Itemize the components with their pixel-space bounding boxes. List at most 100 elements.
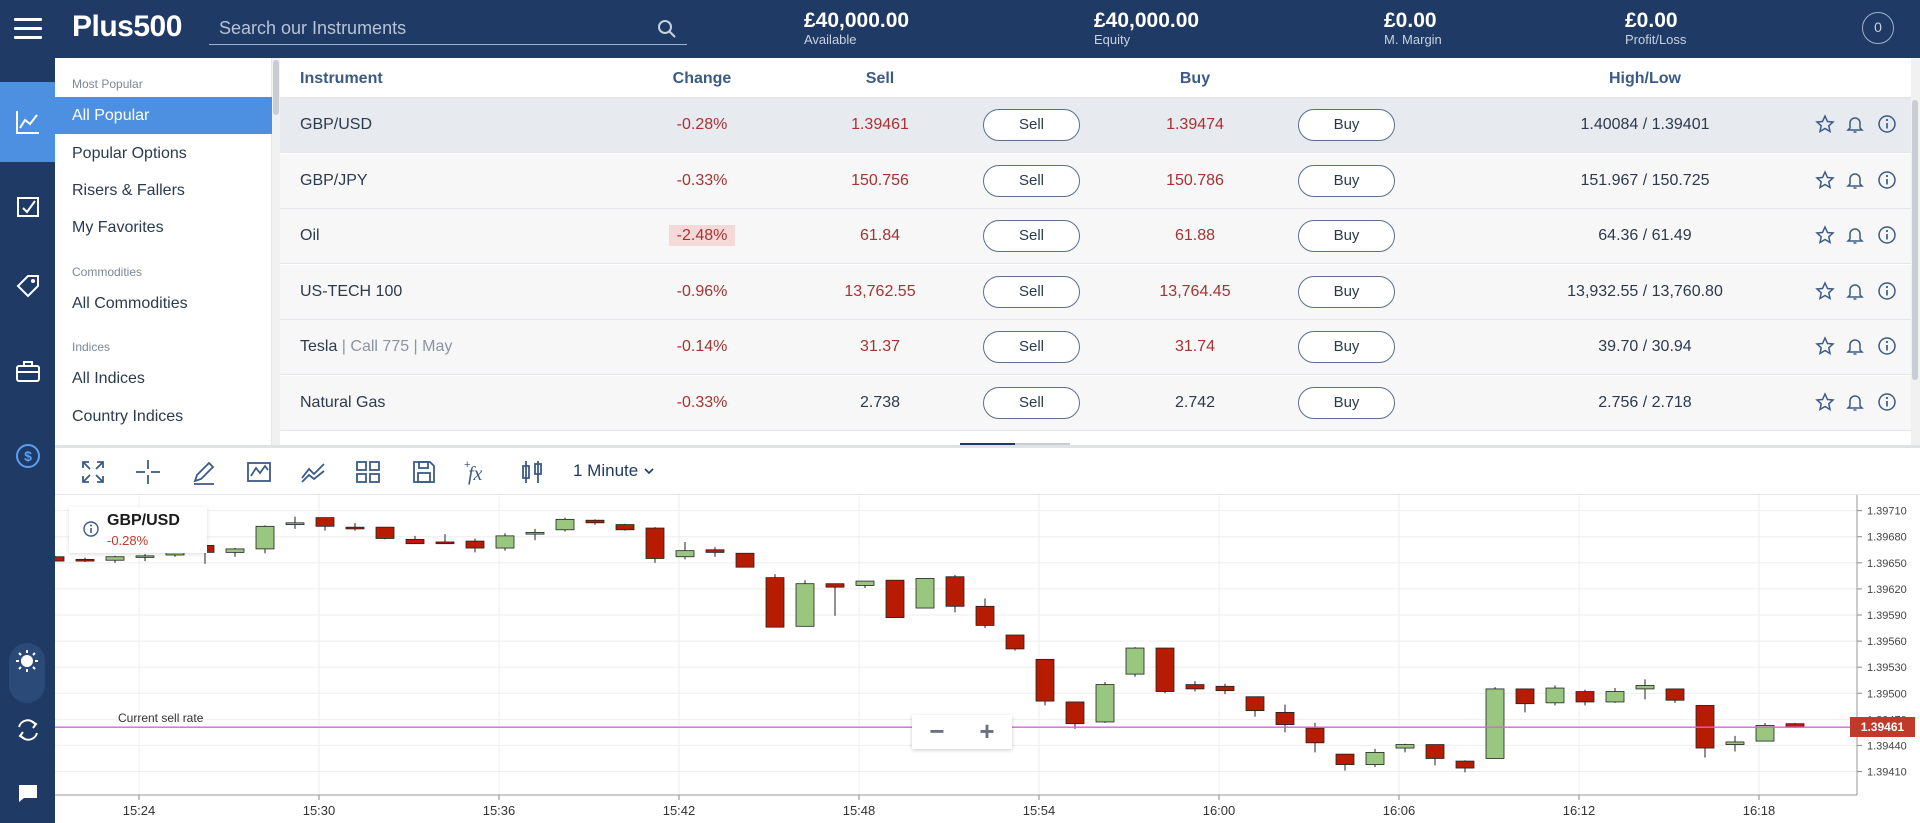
notifications-badge[interactable]: 0 [1862, 12, 1894, 44]
zoom-out-button[interactable]: − [929, 716, 945, 747]
category-risers-fallers[interactable]: Risers & Fallers [72, 182, 185, 199]
rail-orders-button[interactable] [0, 246, 55, 326]
chart-line-icon [15, 111, 39, 134]
col-sell[interactable]: Sell [865, 70, 895, 87]
buy-button[interactable]: Buy [1298, 164, 1395, 197]
search-icon[interactable] [657, 19, 677, 39]
table-row[interactable]: GBP/JPY -0.33% 150.756 Sell 150.786 Buy 151.96… [280, 153, 1920, 209]
favorite-star-icon[interactable] [1815, 114, 1835, 134]
theme-toggle[interactable] [9, 643, 45, 703]
buy-button[interactable]: Buy [1298, 275, 1395, 308]
alert-bell-icon[interactable] [1845, 336, 1865, 356]
panel-divider[interactable] [55, 445, 1920, 448]
available-value: £40,000.00 [804, 9, 910, 32]
rail-portfolio-button[interactable] [0, 331, 55, 411]
horizontal-scroll-track[interactable] [1015, 443, 1070, 446]
sell-button[interactable]: Sell [983, 109, 1080, 141]
favorite-star-icon[interactable] [1815, 336, 1835, 356]
alert-bell-icon[interactable] [1845, 170, 1865, 190]
zoom-in-button[interactable]: + [979, 716, 995, 747]
sell-button[interactable]: Sell [983, 331, 1080, 363]
favorite-star-icon[interactable] [1815, 169, 1835, 190]
candle-body [795, 583, 815, 627]
pencil-icon[interactable] [190, 458, 218, 486]
col-high-low[interactable]: High/Low [1609, 70, 1681, 87]
instrument-name[interactable]: Natural Gas [300, 393, 386, 411]
instrument-name[interactable]: GBP/JPY [300, 171, 368, 189]
fullscreen-icon[interactable] [79, 458, 107, 486]
rail-funds-button[interactable]: $ [0, 416, 55, 496]
info-icon[interactable] [1877, 114, 1897, 134]
price-chart[interactable]: 1.39710 1.39680 1.39650 1.39620 1.39590 1.395… [55, 495, 1920, 823]
alert-bell-icon[interactable] [1845, 114, 1865, 134]
sell-button[interactable]: Sell [983, 164, 1080, 197]
info-icon[interactable] [1877, 336, 1897, 356]
info-icon[interactable] [1877, 392, 1897, 412]
chart-toolbar: fx + 1 Minute [55, 448, 1920, 495]
category-all-commodities[interactable]: All Commodities [72, 295, 188, 312]
search-box[interactable] [209, 13, 687, 45]
y-tick-label: 1.39650 [1867, 558, 1907, 570]
indicator-icon[interactable] [299, 458, 327, 486]
change-value: -0.28% [676, 116, 728, 133]
buy-button[interactable]: Buy [1298, 109, 1395, 141]
sell-button[interactable]: Sell [983, 275, 1080, 308]
candlestick-icon[interactable] [518, 458, 546, 486]
margin-stat: £0.00 M. Margin [1384, 9, 1442, 47]
category-my-favorites[interactable]: My Favorites [72, 219, 164, 236]
y-tick-label: 1.39590 [1867, 610, 1907, 622]
candle-body [1725, 741, 1745, 745]
rail-positions-button[interactable] [0, 166, 55, 246]
col-buy[interactable]: Buy [1179, 70, 1211, 87]
favorite-star-icon[interactable] [1815, 391, 1835, 412]
rail-chat-button[interactable] [0, 768, 55, 818]
info-icon[interactable] [83, 521, 99, 537]
col-instrument[interactable]: Instrument [300, 70, 383, 87]
category-country-indices[interactable]: Country Indices [72, 408, 184, 425]
alert-bell-icon[interactable] [1845, 281, 1865, 301]
sell-button[interactable]: Sell [983, 220, 1080, 252]
buy-button[interactable]: Buy [1298, 220, 1395, 252]
interval-dropdown[interactable]: 1 Minute [573, 461, 655, 481]
alert-bell-icon[interactable] [1845, 392, 1865, 412]
save-icon[interactable] [410, 458, 438, 486]
instrument-name[interactable]: Oil [300, 227, 320, 244]
table-row[interactable]: Tesla | Call 775 | May -0.14% 31.37 Sell 31.… [280, 320, 1920, 375]
info-icon[interactable] [1877, 281, 1897, 301]
rail-trade-button[interactable] [0, 82, 55, 162]
favorite-star-icon[interactable] [1815, 280, 1835, 301]
table-row[interactable]: Oil -2.48% 61.84 Sell 61.88 Buy 64.36 / 61.49 [280, 209, 1920, 264]
col-change[interactable]: Change [672, 70, 732, 87]
candle-body [555, 518, 575, 531]
category-all-indices[interactable]: All Indices [72, 370, 145, 387]
table-row[interactable]: GBP/USD -0.28% 1.39461 Sell 1.39474 Buy 1.4008… [280, 98, 1920, 153]
alert-bell-icon[interactable] [1845, 225, 1865, 245]
layout-grid-icon[interactable] [354, 458, 382, 486]
buy-button[interactable]: Buy [1298, 331, 1395, 363]
function-icon[interactable]: fx + [464, 458, 492, 486]
y-tick-label: 1.39680 [1867, 532, 1907, 544]
profit-loss-stat: £0.00 Profit/Loss [1625, 9, 1686, 47]
crosshair-icon[interactable] [134, 458, 162, 486]
horizontal-scroll-thumb[interactable] [960, 443, 1015, 446]
hamburger-menu-icon[interactable] [14, 18, 42, 40]
instrument-name[interactable]: US-TECH 100 [300, 282, 403, 300]
info-icon[interactable] [1877, 170, 1897, 190]
rail-switch-button[interactable] [0, 705, 55, 755]
chart-type-icon[interactable] [245, 458, 273, 486]
search-input[interactable] [209, 13, 639, 43]
table-scrollbar-thumb[interactable] [1912, 100, 1918, 380]
category-popular-options[interactable]: Popular Options [72, 145, 187, 162]
favorite-star-icon[interactable] [1815, 225, 1835, 245]
buy-button[interactable]: Buy [1298, 386, 1395, 419]
category-all-popular[interactable]: All Popular [55, 97, 272, 134]
instrument-name[interactable]: GBP/USD [300, 116, 373, 133]
instrument-name[interactable]: Tesla | Call 775 | May [300, 338, 453, 355]
sidebar-scrollbar[interactable] [272, 58, 280, 445]
info-icon[interactable] [1877, 225, 1897, 245]
table-row[interactable]: Natural Gas -0.33% 2.738 Sell 2.742 Buy 2.756 … [280, 375, 1920, 431]
sell-button[interactable]: Sell [983, 386, 1080, 419]
table-row[interactable]: US-TECH 100 -0.96% 13,762.55 Sell 13,764.45 B… [280, 264, 1920, 320]
high-low-value: 39.70 / 30.94 [1598, 338, 1692, 355]
candlestick-chart[interactable]: 1.39710 1.39680 1.39650 1.39620 1.39590 1.395… [55, 495, 1920, 823]
